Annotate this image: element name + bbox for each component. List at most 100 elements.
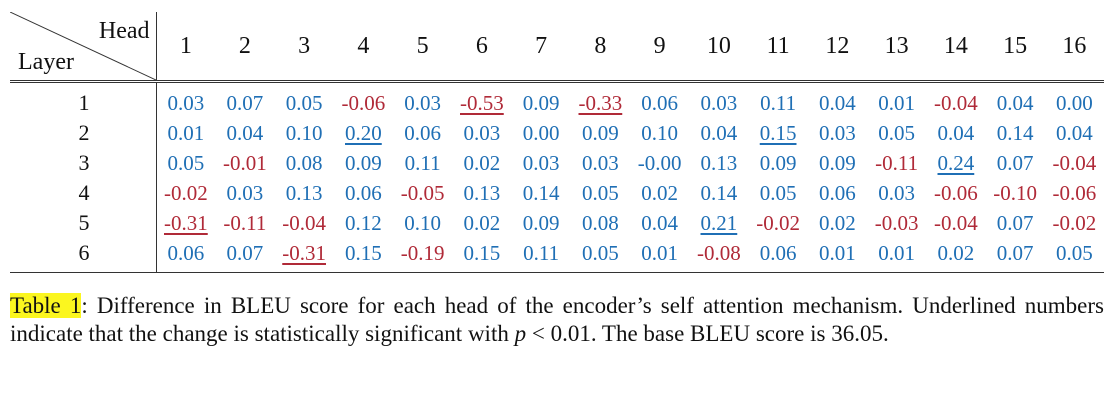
head-number-header: 8	[570, 12, 630, 83]
layer-number-cell: 3	[10, 148, 157, 178]
score-cell: -0.19	[393, 238, 453, 273]
score-cell: -0.00	[637, 150, 682, 175]
score-cell: 0.07	[996, 150, 1034, 175]
head-number-header: 10	[689, 12, 749, 83]
score-cell: 0.14	[700, 180, 738, 205]
score-cell: 0.02	[463, 210, 501, 235]
score-cell: 0.07	[996, 210, 1034, 235]
score-cell: 0.03	[878, 180, 915, 205]
score-cell: 0.04	[937, 120, 975, 145]
significant-score-cell: 0.20	[345, 120, 382, 145]
score-cell: 0.07	[226, 90, 264, 115]
score-cell: -0.11	[875, 150, 919, 175]
caption-text-part1: : Difference in BLEU score for each head…	[10, 293, 1104, 346]
score-cell: 0.13	[700, 150, 738, 175]
score-cell: 0.09	[819, 150, 856, 175]
score-cell: -0.06	[1052, 180, 1097, 205]
score-cell: -0.10	[993, 180, 1037, 205]
score-cell: 0.05	[167, 150, 205, 175]
score-cell: 0.10	[285, 120, 323, 145]
score-cell: 0.03	[582, 150, 619, 175]
score-cell: 0.09	[759, 150, 797, 175]
head-number-header: 15	[985, 12, 1045, 83]
score-cell: 0.03	[522, 150, 560, 175]
head-number-header: 6	[452, 12, 512, 83]
score-cell: 0.04	[996, 90, 1034, 115]
table-body: 1 0.03 0.07 0.05 -0.06 0.03 -0.53 0.09 -0.33 0.06…	[10, 81, 1104, 273]
table-row: 4 -0.02 0.03 0.13 0.06 -0.05 0.13 0.14 0.05 0.02 0…	[10, 178, 1104, 208]
significant-score-cell: -0.53	[460, 90, 504, 115]
layer-number-cell: 1	[10, 81, 157, 118]
table-row: 6 0.06 0.07 -0.31 0.15 -0.19 0.15 0.11 0.05 0.01-…	[10, 238, 1104, 273]
table-row: 3 0.05 -0.01 0.08 0.09 0.11 0.02 0.03 0.03 -0.00 0…	[10, 148, 1104, 178]
head-number-header: 2	[215, 12, 275, 83]
score-cell: -0.02	[164, 180, 208, 205]
score-cell: 0.03	[226, 180, 264, 205]
head-number-header: 1	[156, 12, 216, 83]
score-cell: 0.03	[700, 90, 738, 115]
score-cell: 0.05	[878, 120, 915, 145]
score-cell: 0.04	[819, 90, 856, 115]
score-cell: 0.00	[522, 120, 560, 145]
significant-score-cell: 0.21	[700, 210, 738, 235]
caption-p-relation: < 0.01	[526, 321, 591, 346]
significant-score-cell: -0.31	[164, 210, 208, 235]
significant-score-cell: 0.24	[937, 150, 975, 175]
score-cell: 0.04	[641, 210, 678, 235]
score-cell: 0.06	[641, 90, 678, 115]
score-cell: 0.11	[404, 150, 441, 175]
score-cell: 0.00	[1056, 90, 1093, 115]
layer-number-cell: 5	[10, 208, 157, 238]
score-cell: 0.12	[345, 210, 382, 235]
score-cell: 0.09	[522, 90, 560, 115]
caption-label: Table 1	[10, 293, 82, 318]
head-number-header: 4	[333, 12, 393, 83]
score-cell: 0.04	[700, 120, 738, 145]
caption-p-variable: p	[514, 321, 527, 346]
head-number-header: 14	[926, 12, 986, 83]
score-cell: 0.05	[285, 90, 323, 115]
score-cell: -0.11	[223, 210, 267, 235]
score-cell: -0.04	[282, 210, 326, 235]
score-cell: 0.06	[156, 238, 216, 273]
score-cell: 0.06	[819, 180, 856, 205]
table-caption: Table 1: Difference in BLEU score for ea…	[10, 292, 1104, 348]
score-cell: 0.14	[996, 120, 1034, 145]
score-cell: 0.06	[748, 238, 808, 273]
table-row: 2 0.01 0.04 0.10 0.20 0.06 0.03 0.00 0.09 0.10 0.0…	[10, 118, 1104, 148]
layer-number-cell: 6	[10, 238, 157, 273]
score-cell: -0.06	[934, 180, 978, 205]
head-number-header: 16	[1044, 12, 1104, 83]
score-cell: 0.03	[463, 120, 501, 145]
layer-number-cell: 2	[10, 118, 157, 148]
score-cell: 0.05	[582, 180, 619, 205]
table-row: 1 0.03 0.07 0.05 -0.06 0.03 -0.53 0.09 -0.33 0.06…	[10, 81, 1104, 118]
score-cell: 0.09	[582, 120, 619, 145]
score-cell: -0.04	[934, 210, 978, 235]
score-cell: 0.15	[333, 238, 393, 273]
score-cell: -0.05	[400, 180, 445, 205]
corner-layer-label: Layer	[18, 49, 74, 75]
score-cell: -0.02	[1052, 210, 1097, 235]
score-cell: 0.02	[641, 180, 678, 205]
head-number-header: 9	[630, 12, 690, 83]
score-cell: 0.14	[522, 180, 560, 205]
significant-score-cell: -0.31	[274, 238, 334, 273]
head-number-header: 7	[511, 12, 571, 83]
score-cell: 0.07	[215, 238, 275, 273]
score-cell: 0.11	[760, 90, 797, 115]
score-cell: 0.11	[511, 238, 571, 273]
score-cell: -0.04	[934, 90, 978, 115]
score-cell: 0.09	[522, 210, 560, 235]
head-number-header: 5	[393, 12, 453, 83]
head-number-header: 12	[807, 12, 867, 83]
score-cell: 0.05	[759, 180, 797, 205]
score-cell: 0.03	[167, 90, 205, 115]
layer-number-cell: 4	[10, 178, 157, 208]
table-header-row: Head Layer 1 2 3 4 5 6 7 8 9 10 11 12 13 14 15 16	[10, 12, 1104, 83]
score-cell: 0.01	[630, 238, 690, 273]
score-cell: -0.04	[1052, 150, 1097, 175]
score-cell: 0.07	[985, 238, 1045, 273]
head-number-header: 13	[867, 12, 927, 83]
